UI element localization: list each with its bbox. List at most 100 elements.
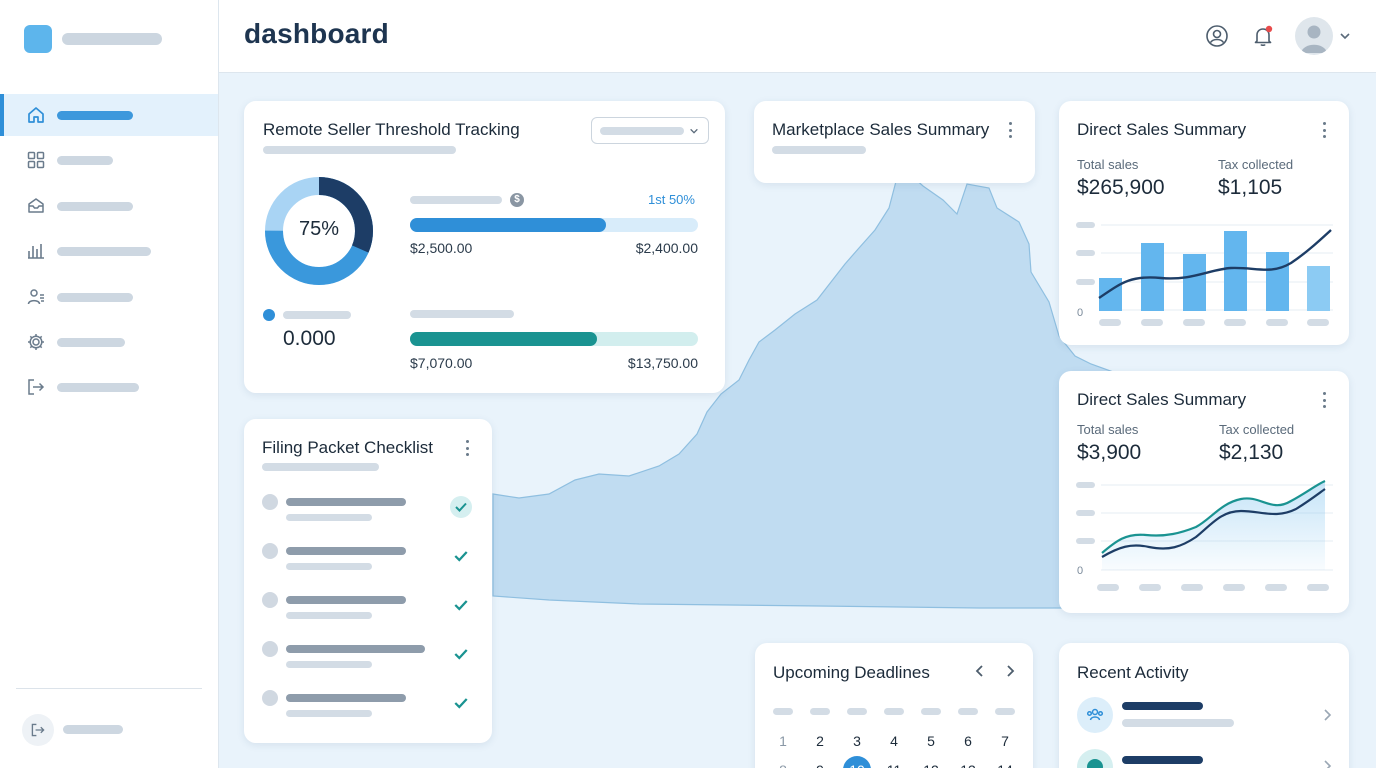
bar1-track [410, 218, 698, 232]
bar2-fill [410, 332, 598, 346]
checklist-item[interactable] [244, 640, 492, 674]
sidebar-item-inbox[interactable] [0, 185, 218, 227]
item-bullet [262, 641, 278, 657]
card-title: Filing Packet Checklist [262, 438, 434, 457]
calendar-day[interactable]: 3 [853, 733, 861, 749]
card-title: Marketplace Sales Summary [772, 120, 990, 139]
sidebar-divider [16, 688, 202, 689]
weekday-placeholder [921, 708, 941, 715]
marketplace-sales-card: Marketplace Sales Summary [754, 101, 1035, 183]
logout-icon [26, 377, 46, 397]
checklist-item[interactable] [244, 542, 492, 576]
check-icon[interactable] [453, 695, 469, 711]
direct-sales-chart-2: 0 [1076, 479, 1333, 591]
weekday-placeholder [847, 708, 867, 715]
chevron-down-icon[interactable] [1337, 24, 1353, 48]
chevron-left-icon[interactable] [973, 664, 987, 678]
area-fill [1102, 481, 1325, 570]
team-icon [1077, 697, 1113, 733]
y-tick-placeholder [1076, 222, 1095, 228]
page-title: dashboard [244, 18, 389, 49]
item-bullet [262, 690, 278, 706]
y-tick-placeholder [1076, 482, 1095, 488]
logout-icon [31, 723, 45, 737]
weekday-placeholder [810, 708, 830, 715]
card-title: Upcoming Deadlines [773, 663, 930, 682]
calendar-day[interactable]: 1 [779, 733, 787, 749]
upcoming-deadlines-card: Upcoming Deadlines [755, 643, 1033, 768]
sidebar-item-home[interactable] [0, 94, 218, 136]
chevron-right-icon[interactable] [1321, 759, 1333, 768]
sidebar-item-label [57, 111, 133, 120]
calendar-day[interactable]: 13 [956, 762, 980, 768]
sidebar-item-users[interactable] [0, 276, 218, 318]
item-title-placeholder [286, 645, 425, 653]
sidebar-item-label [57, 247, 151, 256]
user-circle-icon[interactable] [1203, 22, 1231, 50]
calendar-day[interactable]: 4 [890, 733, 898, 749]
check-icon[interactable] [453, 548, 469, 564]
bar2-label-placeholder [410, 310, 514, 318]
tax-collected-label: Tax collected [1219, 422, 1295, 437]
tax-collected-label: Tax collected [1218, 157, 1294, 172]
bell-icon[interactable] [1249, 22, 1277, 50]
total-sales-value: $3,900 [1077, 441, 1142, 464]
calendar-day[interactable]: 9 [808, 762, 832, 768]
y-tick-placeholder [1076, 279, 1095, 285]
calendar-day[interactable]: 5 [927, 733, 935, 749]
bar1-fill [410, 218, 606, 232]
sidebar-item-exit[interactable] [0, 366, 218, 408]
series-line-navy [1101, 488, 1326, 558]
activity-title-placeholder [1122, 756, 1203, 764]
avatar[interactable] [1295, 17, 1333, 55]
item-subtitle-placeholder [286, 661, 372, 668]
calendar-day[interactable]: 6 [964, 733, 972, 749]
check-icon[interactable] [453, 597, 469, 613]
period-select[interactable] [591, 117, 709, 144]
calendar-day[interactable]: 8 [771, 762, 795, 768]
calendar-day[interactable]: 11 [882, 762, 906, 768]
calendar-day[interactable]: 2 [816, 733, 824, 749]
calendar-day[interactable]: 12 [919, 762, 943, 768]
bar-chart-icon [26, 241, 46, 261]
checklist-item[interactable] [244, 689, 492, 723]
bar2-right-value: $13,750.00 [627, 355, 698, 371]
chevron-right-icon[interactable] [1003, 664, 1017, 678]
activity-item[interactable] [1059, 695, 1349, 737]
app-name-placeholder [62, 33, 162, 45]
activity-item[interactable] [1059, 749, 1349, 768]
sidebar-item-label [57, 202, 133, 211]
sidebar [0, 0, 219, 768]
direct-sales-card-1: Direct Sales Summary Total sales $265,90… [1059, 101, 1349, 345]
app-logo[interactable] [24, 25, 52, 53]
checklist-item[interactable] [244, 493, 492, 527]
x-tick-placeholder [1183, 319, 1205, 326]
sidebar-item-settings[interactable] [0, 321, 218, 363]
more-options-icon[interactable] [1318, 120, 1330, 140]
inbox-icon [26, 196, 46, 216]
weekday-placeholder [773, 708, 793, 715]
more-options-icon[interactable] [1318, 390, 1330, 410]
more-options-icon[interactable] [461, 438, 473, 458]
more-options-icon[interactable] [1004, 120, 1016, 140]
calendar-day[interactable]: 14 [993, 762, 1017, 768]
logout-button[interactable] [22, 714, 54, 746]
sidebar-item-reports[interactable] [0, 230, 218, 272]
total-sales-value: $265,900 [1077, 176, 1165, 199]
card-title: Direct Sales Summary [1077, 120, 1247, 139]
bar2-track [410, 332, 698, 346]
select-value-placeholder [600, 127, 684, 135]
tax-collected-value: $2,130 [1219, 441, 1284, 464]
check-icon[interactable] [453, 646, 469, 662]
item-bullet [262, 592, 278, 608]
bar1-right-value: $2,400.00 [635, 240, 698, 256]
calendar-day-selected[interactable]: 10 [845, 762, 869, 768]
chevron-down-icon [690, 128, 698, 134]
check-icon[interactable] [450, 496, 472, 518]
y-tick-placeholder [1076, 250, 1095, 256]
checklist-item[interactable] [244, 591, 492, 625]
chevron-right-icon[interactable] [1321, 708, 1333, 722]
item-title-placeholder [286, 547, 406, 555]
sidebar-item-apps[interactable] [0, 139, 218, 181]
calendar-day[interactable]: 7 [1001, 733, 1009, 749]
